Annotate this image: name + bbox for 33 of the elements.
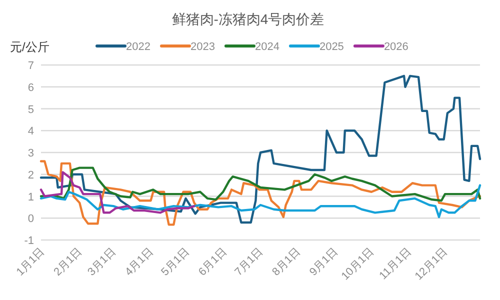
line-series (40, 160, 482, 226)
y-tick-label: 2 (28, 169, 34, 182)
x-tick-label: 7月1日 (232, 246, 266, 278)
legend-label: 2026 (384, 41, 408, 53)
y-tick-label: 3 (28, 148, 34, 160)
x-tick-label: 10月1日 (339, 246, 376, 283)
y-tick-label: 6 (28, 82, 34, 94)
x-tick-label: 2月1日 (52, 246, 85, 278)
line-series (40, 166, 482, 202)
legend-label: 2024 (254, 41, 280, 53)
legend-label: 2023 (190, 41, 215, 53)
line-series (40, 171, 196, 214)
x-tick-label: 12月1日 (412, 246, 450, 283)
x-tick-label: 5月1日 (159, 246, 192, 278)
line-series (40, 184, 482, 218)
y-tick-label: 7 (28, 60, 34, 72)
x-tick-label: 9月1日 (307, 246, 340, 278)
chart-title: 鲜猪肉-冻猪肉4号肉价差 (172, 11, 324, 27)
y-axis-title: 元/公斤 (10, 40, 50, 54)
y-tick-label: 1 (28, 191, 34, 204)
line-series (40, 74, 482, 224)
x-tick-label: 11月1日 (377, 246, 414, 282)
x-tick-label: 1月1日 (14, 246, 48, 278)
x-tick-label: 6月1日 (196, 246, 230, 278)
y-tick-label: 5 (28, 104, 34, 116)
legend-label: 2025 (319, 41, 344, 53)
y-tick-label: 4 (28, 126, 34, 138)
y-tick-label: -1 (24, 235, 34, 247)
x-tick-label: 4月1日 (122, 246, 156, 278)
x-tick-label: 3月1日 (86, 246, 118, 278)
x-tick-label: 8月1日 (270, 246, 303, 278)
legend-label: 2022 (126, 41, 150, 53)
y-tick-label: 0 (28, 213, 34, 226)
